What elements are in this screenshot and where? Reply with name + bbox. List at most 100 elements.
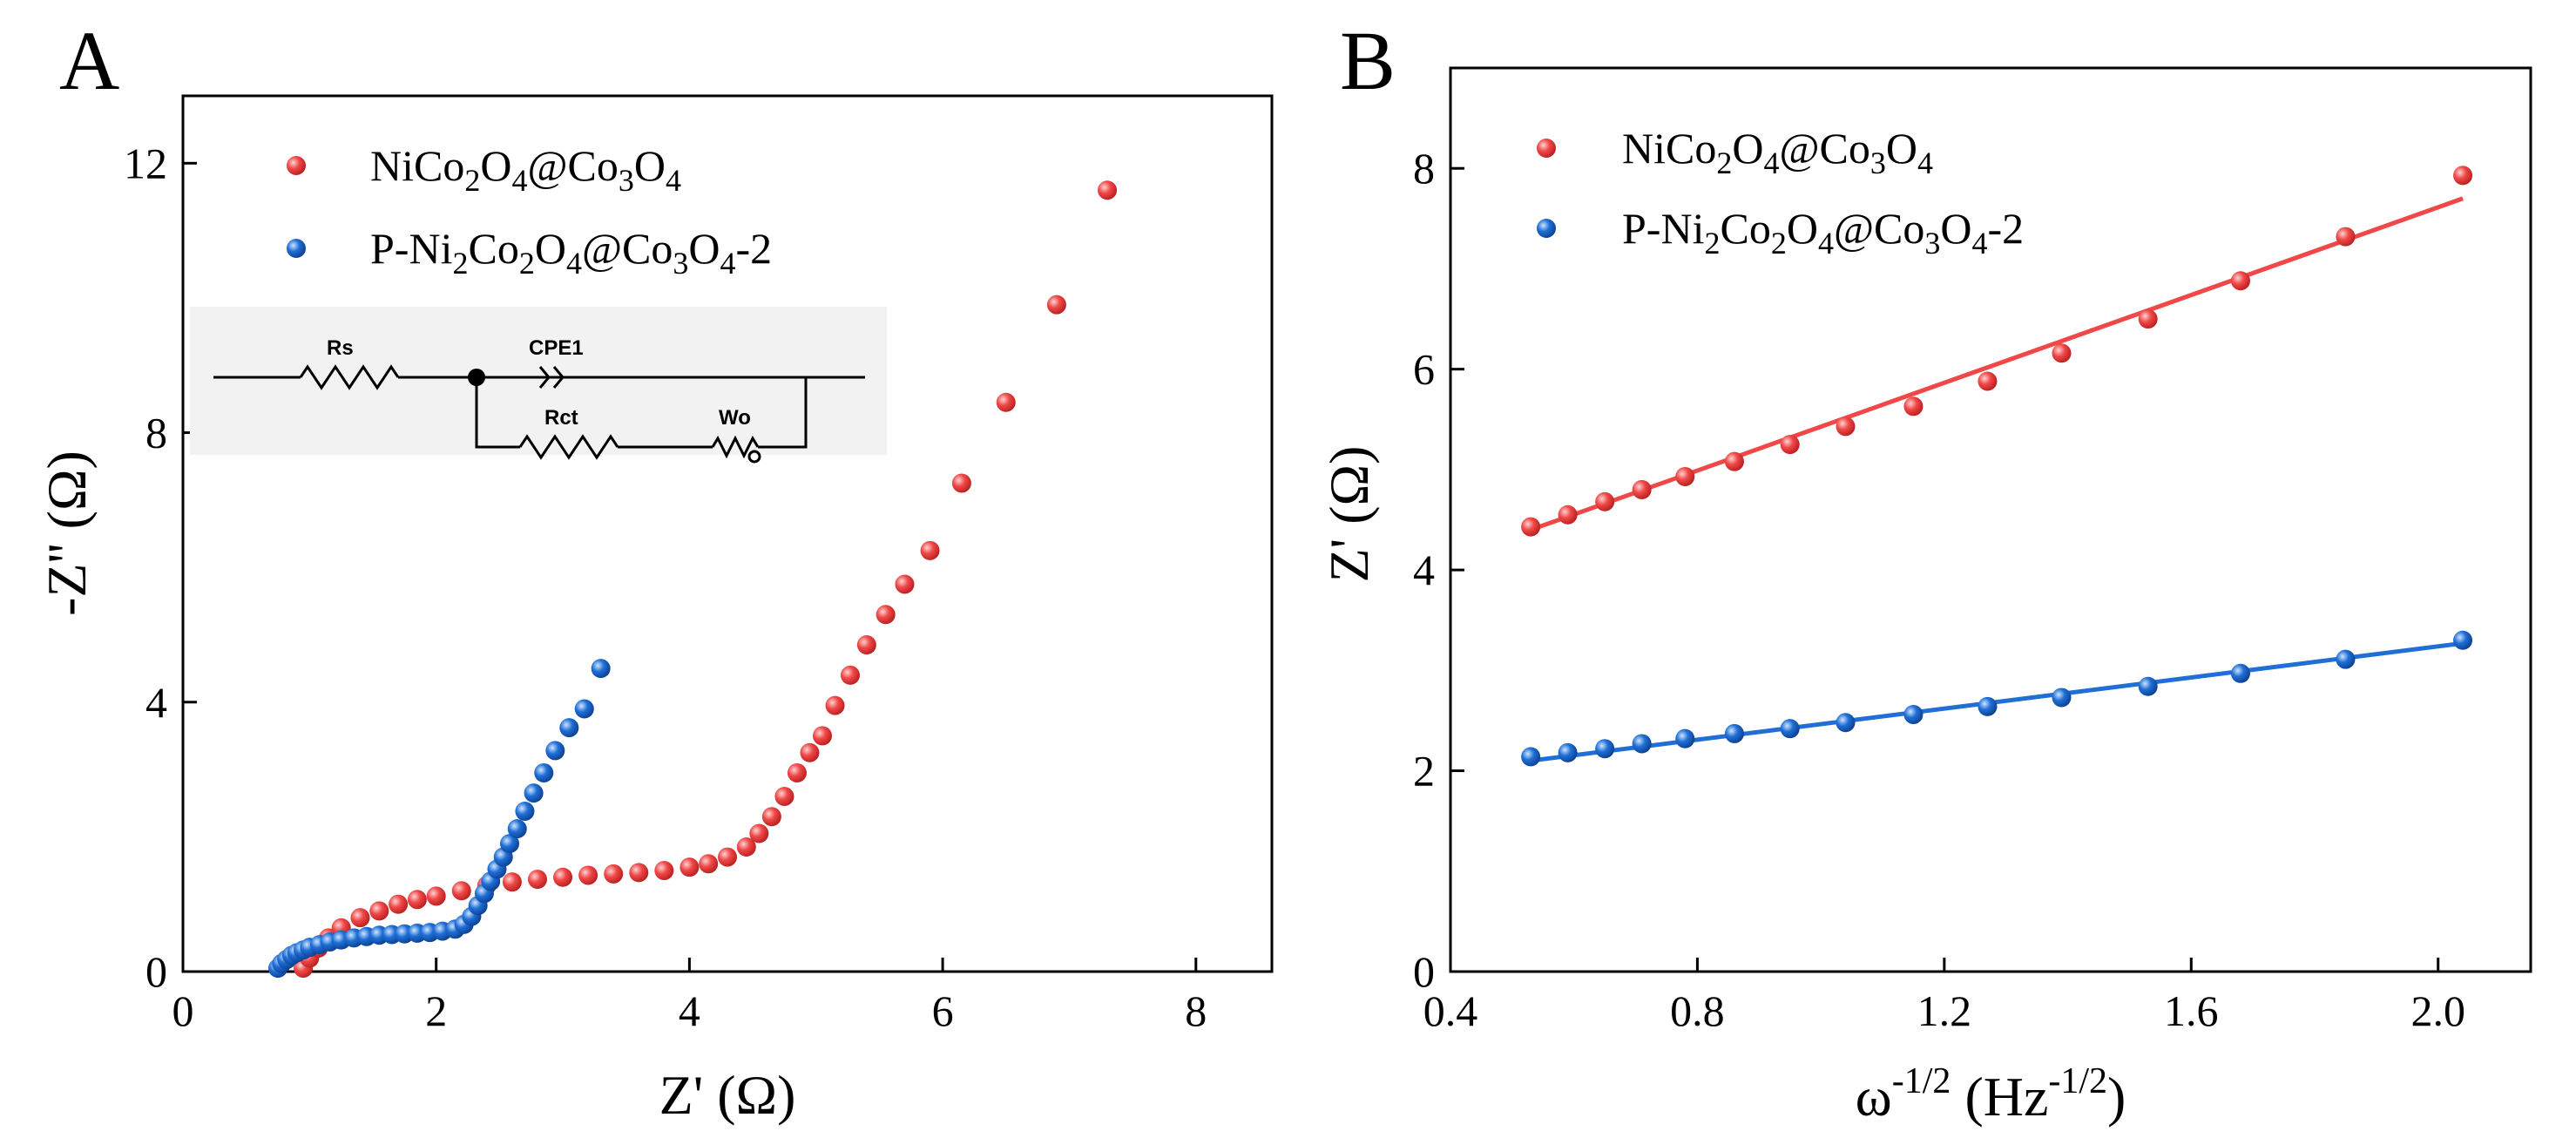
data-point-red [369, 901, 389, 921]
data-point-red [502, 872, 522, 892]
data-point-red [1046, 295, 1066, 315]
data-point-red [527, 870, 547, 890]
data-point-blue [1521, 747, 1541, 767]
data-point-blue [591, 659, 611, 679]
data-point-red [1903, 396, 1924, 417]
legend-name-part: 3 [1870, 146, 1886, 180]
data-point-red [1780, 435, 1800, 455]
legend-marker-blue-a [287, 239, 306, 258]
legend-name-part: P-Ni [370, 224, 452, 273]
y-tick-label: 8 [145, 409, 167, 457]
data-point-red [761, 807, 781, 827]
x-axis-title-a: Z' (Ω) [659, 1064, 796, 1126]
y-tick-label: 4 [1413, 545, 1435, 594]
legend-name-part: O [480, 141, 511, 190]
cpe1-symbol [538, 366, 565, 389]
data-point-blue [545, 741, 565, 761]
legend-name-part: @Co [1779, 124, 1869, 173]
data-point-red [699, 854, 719, 874]
data-point-red [1521, 517, 1541, 537]
data-point-red [736, 837, 756, 857]
data-point-red [407, 890, 427, 910]
panel-label-b: B [1340, 14, 1396, 107]
panel-label-a: A [59, 14, 119, 107]
legend-name-part: 4 [1971, 226, 1987, 261]
data-point-red [718, 847, 737, 867]
legend-name-part: 3 [619, 163, 634, 198]
legend-name-part: 3 [673, 246, 688, 281]
data-point-red [679, 857, 700, 877]
data-point-red [1595, 491, 1615, 511]
legend-name-part: @Co [582, 224, 673, 273]
plot-frame-b [1449, 66, 2532, 973]
data-point-blue [515, 802, 535, 822]
data-point-red [749, 823, 769, 843]
legend-label-nico2o4-a: NiCo2O4@Co3O4 [370, 141, 681, 198]
data-point-blue [1632, 734, 1652, 754]
x-title-part: ) [2107, 1066, 2126, 1128]
x-tick-label: 4 [679, 986, 700, 1035]
legend-name-part: O [535, 224, 566, 273]
legend-name-part: O [688, 224, 720, 273]
data-point-blue [524, 783, 544, 803]
circuit-label-rct: Rct [544, 406, 578, 430]
legend-name-part: @Co [1834, 204, 1924, 253]
legend-a: NiCo2O4@Co3O4 P-Ni2Co2O4@Co3O4-2 [287, 141, 772, 281]
data-point-blue [2138, 676, 2158, 696]
data-point-red [553, 867, 573, 887]
legend-label-nico2o4-b: NiCo2O4@Co3O4 [1622, 124, 1933, 180]
legend-name-part: NiCo [1622, 124, 1716, 173]
series-points-a [268, 180, 1118, 979]
data-point-blue [1836, 713, 1856, 733]
legend-name-part: 2 [1771, 226, 1787, 261]
data-point-red [787, 762, 807, 782]
circuit-wire-branch-right [758, 377, 808, 449]
legend-marker-red-a [287, 156, 306, 175]
legend-name-part: Co [1720, 204, 1770, 253]
data-point-red [451, 881, 471, 901]
legend-name-part: @Co [527, 141, 618, 190]
y-tick-label: 8 [1413, 144, 1435, 193]
x-tick-label: 2 [425, 986, 447, 1035]
data-point-red [996, 392, 1016, 412]
data-point-blue [1595, 739, 1615, 759]
x-title-part: -1/2 [2048, 1061, 2107, 1101]
data-point-red [2453, 166, 2473, 186]
x-tick-label: 2.0 [2410, 986, 2465, 1035]
legend-marker-red-b [1537, 139, 1556, 158]
data-point-blue [507, 819, 527, 839]
legend-name-part: 2 [452, 246, 468, 281]
data-point-blue [1780, 719, 1800, 739]
x-tick-label: 1.2 [1917, 986, 1972, 1035]
inset-background [190, 307, 887, 455]
data-point-red [2052, 343, 2072, 363]
legend-label-p-ni2co2o4-a: P-Ni2Co2O4@Co3O4-2 [370, 224, 772, 281]
data-point-red [813, 726, 833, 746]
legend-name-part: 2 [464, 163, 480, 198]
x-title-part: ω [1856, 1066, 1892, 1128]
legend-name-part: O [1940, 204, 1971, 253]
data-point-red [389, 894, 409, 914]
data-point-red [951, 473, 971, 493]
plot-frame-a [181, 94, 1274, 973]
data-point-red [876, 605, 896, 625]
y-tick-label: 12 [124, 139, 167, 187]
y-axis-title-a: -Z'' (Ω) [36, 450, 98, 616]
data-point-red [629, 863, 649, 883]
x-tick-label: 1.6 [2164, 986, 2219, 1035]
legend-name-part: 2 [1716, 146, 1732, 180]
resistor-rct-symbol [518, 434, 619, 460]
data-point-red [1098, 180, 1118, 200]
data-point-blue [2230, 663, 2250, 683]
legend-name-part: 4 [1763, 146, 1779, 180]
legend-name-part: 4 [720, 246, 735, 281]
legend-b: NiCo2O4@Co3O4 P-Ni2Co2O4@Co3O4-2 [1537, 124, 2024, 261]
legend-name-part: 2 [519, 246, 535, 281]
data-point-red [426, 886, 446, 906]
legend-name-part: 4 [1818, 226, 1834, 261]
